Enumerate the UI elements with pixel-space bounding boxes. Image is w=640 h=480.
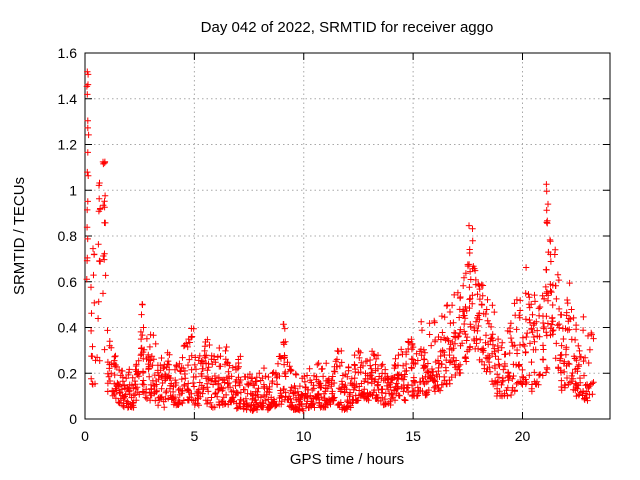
x-tick-label: 0: [81, 428, 89, 444]
tick-labels: 0 0.2 0.4 0.6 0.8 1 1.2 1.4 1.6 0 5 10 15 20: [58, 45, 531, 444]
x-tick-label: 15: [405, 428, 421, 444]
y-axis-label: SRMTID / TECUs: [11, 177, 28, 295]
y-tick-label: 0.4: [58, 320, 78, 336]
y-tick-label: 1.4: [58, 91, 78, 107]
x-tick-label: 20: [515, 428, 531, 444]
grid-lines: [85, 53, 610, 419]
y-tick-label: 0.6: [58, 274, 78, 290]
axis-ticks: [84, 52, 610, 420]
y-tick-label: 1.2: [58, 137, 78, 153]
y-tick-label: 1.6: [58, 45, 78, 61]
y-tick-label: 0.8: [58, 228, 78, 244]
y-tick-label: 0: [69, 411, 77, 427]
x-tick-label: 10: [296, 428, 312, 444]
chart-title: Day 042 of 2022, SRMTID for receiver agg…: [201, 19, 494, 36]
x-axis-label: GPS time / hours: [290, 451, 404, 468]
y-tick-label: 1: [69, 182, 77, 198]
data-points: [83, 68, 597, 414]
x-tick-label: 5: [190, 428, 198, 444]
y-tick-label: 0.2: [58, 365, 78, 381]
